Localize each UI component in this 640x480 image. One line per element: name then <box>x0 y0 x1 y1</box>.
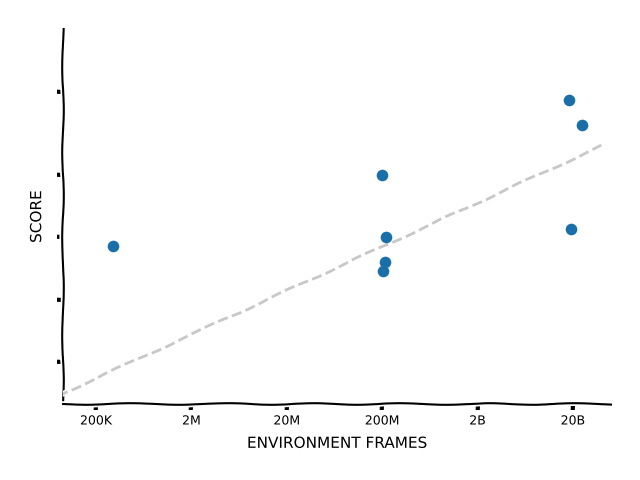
Point <box>108 242 118 250</box>
Y-axis label: SCORE: SCORE <box>29 190 44 243</box>
Point <box>378 267 388 275</box>
Point <box>381 234 391 241</box>
Point <box>380 259 390 266</box>
Point <box>563 96 573 104</box>
Point <box>577 121 588 129</box>
Point <box>566 225 576 233</box>
Point <box>377 171 387 179</box>
X-axis label: ENVIRONMENT FRAMES: ENVIRONMENT FRAMES <box>247 436 427 451</box>
